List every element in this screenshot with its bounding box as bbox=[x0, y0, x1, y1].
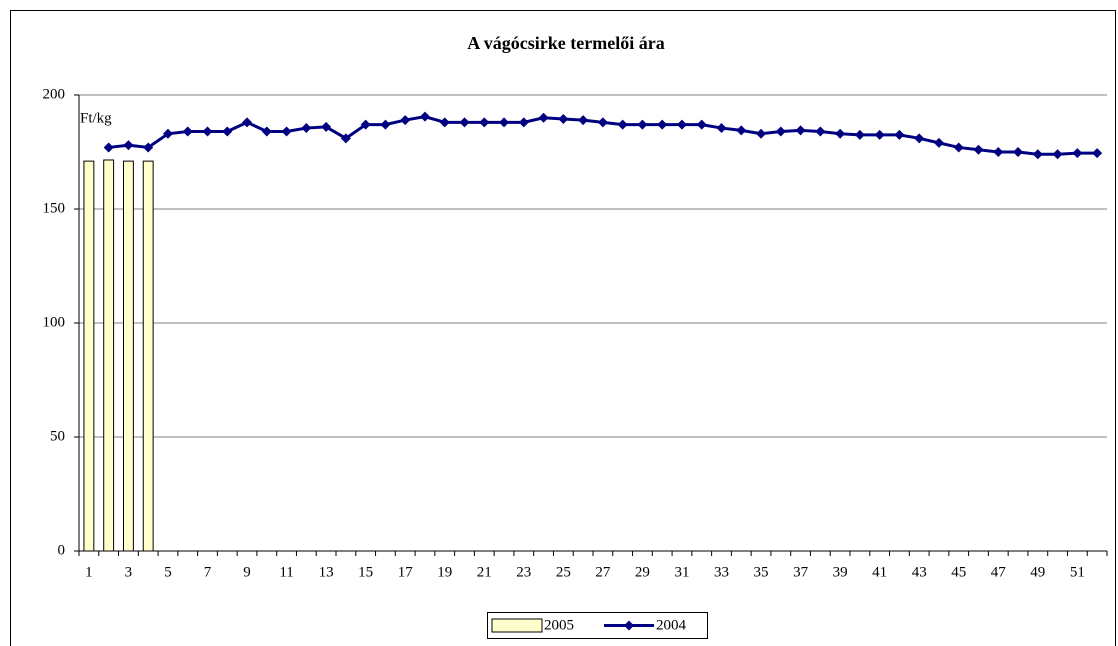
x-tick-label: 13 bbox=[319, 564, 334, 580]
legend-marker bbox=[624, 620, 634, 631]
legend-swatch bbox=[491, 618, 543, 633]
bar bbox=[103, 159, 115, 552]
legend-label: 2004 bbox=[656, 617, 687, 633]
bar bbox=[142, 160, 154, 552]
x-tick-label: 39 bbox=[833, 564, 848, 580]
x-tick-label: 23 bbox=[516, 564, 531, 580]
line-marker bbox=[538, 112, 549, 123]
line-marker bbox=[815, 126, 826, 137]
line-marker bbox=[202, 126, 213, 137]
x-tick-label: 47 bbox=[991, 564, 1007, 580]
line-marker bbox=[439, 117, 450, 128]
line-marker bbox=[775, 126, 786, 137]
x-tick-label: 15 bbox=[358, 564, 373, 580]
line-marker bbox=[874, 129, 885, 140]
y-tick-label: 50 bbox=[50, 428, 65, 444]
x-tick-label: 5 bbox=[164, 564, 172, 580]
line-marker bbox=[419, 111, 430, 122]
line-marker bbox=[103, 142, 114, 153]
x-tick-label: 21 bbox=[477, 564, 492, 580]
x-tick-label: 43 bbox=[912, 564, 927, 580]
line-marker bbox=[637, 119, 648, 130]
line-marker bbox=[143, 142, 154, 153]
line-marker bbox=[617, 119, 628, 130]
line-marker bbox=[973, 144, 984, 155]
bar bbox=[122, 160, 134, 552]
x-tick-label: 17 bbox=[398, 564, 414, 580]
unit-annotation: Ft/kg bbox=[80, 110, 112, 126]
line-marker bbox=[1072, 148, 1083, 159]
line-marker bbox=[222, 126, 233, 137]
line-marker bbox=[993, 147, 1004, 157]
line-marker bbox=[162, 128, 173, 139]
line-marker bbox=[518, 117, 529, 128]
line-marker bbox=[716, 123, 727, 134]
line-marker bbox=[657, 119, 668, 130]
y-tick-label: 100 bbox=[43, 314, 66, 330]
y-tick-label: 150 bbox=[43, 200, 66, 216]
y-tick-label: 200 bbox=[43, 86, 66, 102]
x-tick-label: 49 bbox=[1030, 564, 1045, 580]
line-marker bbox=[400, 115, 411, 126]
line-marker bbox=[597, 117, 608, 128]
line-marker bbox=[1052, 149, 1063, 160]
line-marker bbox=[795, 125, 806, 136]
line-marker bbox=[261, 126, 272, 137]
x-tick-label: 51 bbox=[1070, 564, 1085, 580]
line-marker bbox=[696, 119, 707, 130]
line-marker bbox=[558, 113, 569, 124]
x-tick-label: 31 bbox=[674, 564, 689, 580]
line-marker bbox=[854, 129, 865, 140]
x-tick-label: 27 bbox=[595, 564, 611, 580]
line-marker bbox=[1013, 147, 1024, 157]
x-tick-label: 11 bbox=[279, 564, 293, 580]
line-marker bbox=[578, 115, 589, 126]
line-marker bbox=[459, 117, 470, 128]
line-marker bbox=[340, 133, 351, 144]
line-marker bbox=[301, 123, 312, 134]
x-tick-label: 19 bbox=[437, 564, 452, 580]
x-tick-label: 7 bbox=[204, 564, 212, 580]
legend: 2005 2004 bbox=[487, 612, 708, 639]
line-marker bbox=[479, 117, 490, 128]
x-tick-label: 33 bbox=[714, 564, 729, 580]
line-marker bbox=[499, 117, 510, 128]
line-marker bbox=[242, 117, 253, 128]
x-tick-label: 41 bbox=[872, 564, 887, 580]
x-tick-label: 9 bbox=[243, 564, 251, 580]
line-marker bbox=[835, 128, 846, 139]
x-tick-label: 29 bbox=[635, 564, 650, 580]
x-tick-label: 35 bbox=[754, 564, 769, 580]
line-marker bbox=[676, 119, 687, 130]
x-tick-label: 37 bbox=[793, 564, 809, 580]
x-tick-label: 1 bbox=[85, 564, 93, 580]
chart-title: A vágócsirke termelői ára bbox=[467, 33, 664, 53]
line-marker bbox=[321, 121, 332, 132]
line-marker bbox=[736, 125, 747, 136]
x-tick-label: 25 bbox=[556, 564, 571, 580]
line-marker bbox=[914, 133, 925, 144]
bar bbox=[83, 160, 95, 552]
legend-label: 2005 bbox=[544, 617, 574, 633]
x-tick-label: 45 bbox=[951, 564, 966, 580]
line-marker bbox=[953, 142, 964, 153]
line-marker bbox=[360, 119, 371, 130]
line-marker bbox=[756, 128, 767, 139]
line-marker bbox=[281, 126, 292, 137]
y-tick-label: 0 bbox=[58, 542, 66, 558]
line-marker bbox=[933, 137, 944, 148]
line-marker bbox=[182, 126, 193, 137]
line-marker bbox=[380, 119, 391, 130]
x-tick-label: 3 bbox=[125, 564, 133, 580]
line-marker bbox=[123, 140, 134, 151]
line-marker bbox=[1092, 148, 1103, 159]
line-marker bbox=[894, 129, 905, 140]
line-marker bbox=[1032, 149, 1043, 160]
